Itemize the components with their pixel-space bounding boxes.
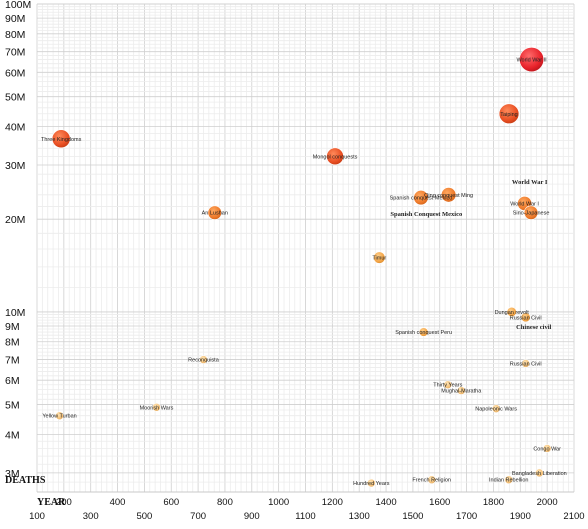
data-label: Sino-Japanese: [513, 211, 550, 217]
x-tick-label: 1000: [268, 497, 289, 508]
data-point: [199, 355, 208, 364]
data-point: [506, 306, 517, 317]
data-label: Taiping: [500, 112, 517, 118]
y-tick-label: 30M: [5, 160, 25, 172]
data-label: Indian Rebellion: [489, 478, 528, 484]
y-tick-label: 5M: [5, 400, 20, 412]
data-label: Dungan revolt: [495, 310, 530, 316]
axis-ticks: 3M 4M 5M 6M 7M 8M 9M 10M 20M 30M 40M 50M 60M 70M 80M 90…: [5, 0, 585, 522]
x-tick-label: 200: [56, 497, 72, 508]
data-point: [207, 205, 222, 220]
x-tick-label: 500: [136, 511, 152, 522]
data-label: Russian Civil: [510, 361, 542, 367]
y-tick-label: 8M: [5, 337, 20, 349]
data-label: World War II: [516, 58, 547, 64]
x-tick-label: 400: [110, 497, 126, 508]
data-label: Yellow Turban: [42, 414, 76, 420]
data-label: Congo War: [533, 446, 561, 452]
data-labels: World War II Taiping Three Kingdoms Mongol …: [41, 58, 567, 487]
data-point: [521, 359, 530, 368]
y-tick-label: 100M: [5, 0, 31, 11]
data-label: Timur: [372, 256, 386, 262]
data-point: [440, 187, 457, 203]
y-axis-title: DEATHS: [5, 475, 46, 486]
data-point: [152, 402, 161, 412]
y-tick-label: 20M: [5, 214, 25, 226]
x-tick-label: 1600: [429, 497, 450, 508]
data-point: [535, 468, 544, 478]
x-tick-label: 1400: [375, 497, 396, 508]
data-label: Reconquista: [188, 358, 220, 364]
x-tick-label: 1700: [456, 511, 477, 522]
data-label: Thirty Years: [433, 383, 462, 389]
data-label: Spanish conquest Peru: [395, 330, 452, 336]
y-tick-label: 4M: [5, 429, 20, 441]
data-label: An Lushan: [202, 211, 228, 217]
data-point: [542, 444, 552, 453]
data-label: French Religion: [412, 478, 451, 484]
grid: [36, 3, 575, 493]
x-tick-label: 1500: [402, 511, 423, 522]
data-label: Mongol conquests: [313, 154, 358, 160]
y-tick-label: 90M: [5, 13, 25, 25]
y-tick-label: 10M: [5, 307, 25, 319]
y-tick-label: 9M: [5, 321, 20, 333]
data-label: Qing conquest Ming: [424, 193, 473, 199]
x-tick-label: 600: [163, 497, 179, 508]
y-tick-label: 60M: [5, 67, 25, 79]
data-point: [498, 103, 520, 125]
x-tick-label: 800: [217, 497, 233, 508]
y-tick-label: 80M: [5, 29, 25, 41]
x-tick-label: 2000: [537, 497, 558, 508]
data-label: Napoleonic Wars: [475, 407, 517, 413]
y-tick-label: 7M: [5, 355, 20, 367]
data-label: Hundred Years: [353, 481, 390, 487]
data-point: [520, 312, 531, 323]
data-points: [51, 47, 552, 488]
x-tick-label: 100: [29, 511, 45, 522]
x-tick-label: 700: [190, 511, 206, 522]
data-label: Russian Civil: [510, 315, 542, 321]
data-point: [504, 475, 514, 485]
annotation-label: World War I: [512, 179, 548, 186]
x-tick-label: 1100: [295, 511, 315, 522]
x-tick-label: 2100: [563, 511, 584, 522]
data-point: [519, 47, 545, 73]
data-point: [456, 386, 466, 395]
data-point: [413, 190, 429, 206]
data-point: [427, 475, 436, 485]
data-label: Moorish Wars: [140, 405, 174, 411]
data-label: Bangladesh Liberation: [512, 471, 567, 477]
x-tick-label: 1900: [510, 511, 531, 522]
data-point: [523, 205, 539, 220]
data-label: Mughal-Maratha: [441, 389, 482, 395]
data-point: [373, 251, 386, 264]
data-point: [366, 478, 376, 488]
y-tick-label: 70M: [5, 47, 25, 59]
x-tick-label: 1800: [483, 497, 504, 508]
annotation-label: Spanish Conquest Mexico: [390, 211, 462, 218]
data-label: Spanish conquest Mexico: [390, 196, 453, 202]
data-label: Three Kingdoms: [41, 137, 82, 143]
y-tick-label: 3M: [5, 468, 20, 480]
y-tick-label: 6M: [5, 375, 20, 387]
y-tick-label: 40M: [5, 122, 25, 134]
data-point: [55, 411, 64, 421]
x-tick-label: 900: [244, 511, 260, 522]
data-label: World War I: [510, 201, 539, 207]
data-point: [491, 404, 501, 413]
data-point: [326, 147, 344, 166]
x-tick-label: 300: [83, 511, 99, 522]
x-axis-title: YEAR: [37, 497, 66, 508]
x-tick-label: 1300: [349, 511, 370, 522]
data-point: [51, 129, 71, 149]
data-point: [418, 327, 429, 337]
x-tick-label: 1200: [322, 497, 343, 508]
data-point: [443, 380, 453, 390]
y-tick-label: 50M: [5, 92, 25, 104]
annotation-label: Chinese civil: [516, 324, 551, 331]
